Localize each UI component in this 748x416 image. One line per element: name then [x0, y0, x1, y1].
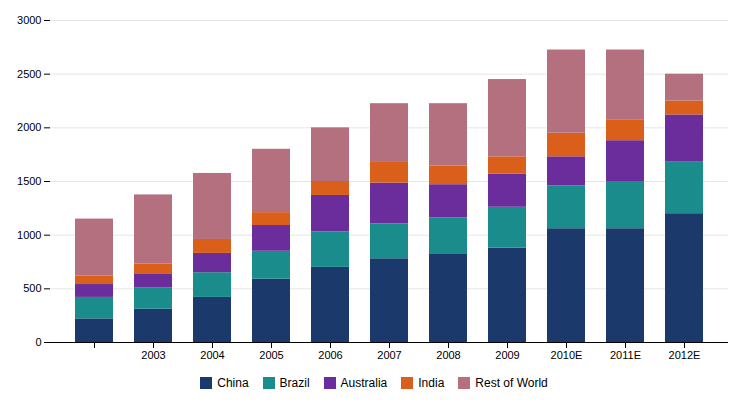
svg-text:2008: 2008 [436, 349, 460, 361]
svg-text:2003: 2003 [141, 349, 165, 361]
svg-text:3000: 3000 [17, 14, 41, 26]
html-text:Australia: Australia [340, 376, 388, 390]
svg-text:2005: 2005 [259, 349, 283, 361]
svg-text:2000: 2000 [17, 121, 41, 133]
html-text:China: China [217, 376, 249, 390]
svg-text:1500: 1500 [17, 175, 41, 187]
svg-text:2009: 2009 [495, 349, 519, 361]
html-text:Rest of World: Rest of World [475, 376, 548, 390]
svg-text:2007: 2007 [377, 349, 401, 361]
svg-text:2500: 2500 [17, 68, 41, 80]
svg-text:2004: 2004 [200, 349, 224, 361]
svg-text:2012E: 2012E [669, 349, 701, 361]
svg-text:500: 500 [23, 282, 41, 294]
svg-text:2006: 2006 [318, 349, 342, 361]
svg-text:2011E: 2011E [610, 349, 641, 361]
html-text:Brazil: Brazil [279, 376, 310, 390]
svg-text:0: 0 [35, 336, 41, 348]
html-text:India: India [418, 376, 445, 390]
svg-text:1000: 1000 [17, 229, 41, 241]
svg-text:2010E: 2010E [551, 349, 583, 361]
